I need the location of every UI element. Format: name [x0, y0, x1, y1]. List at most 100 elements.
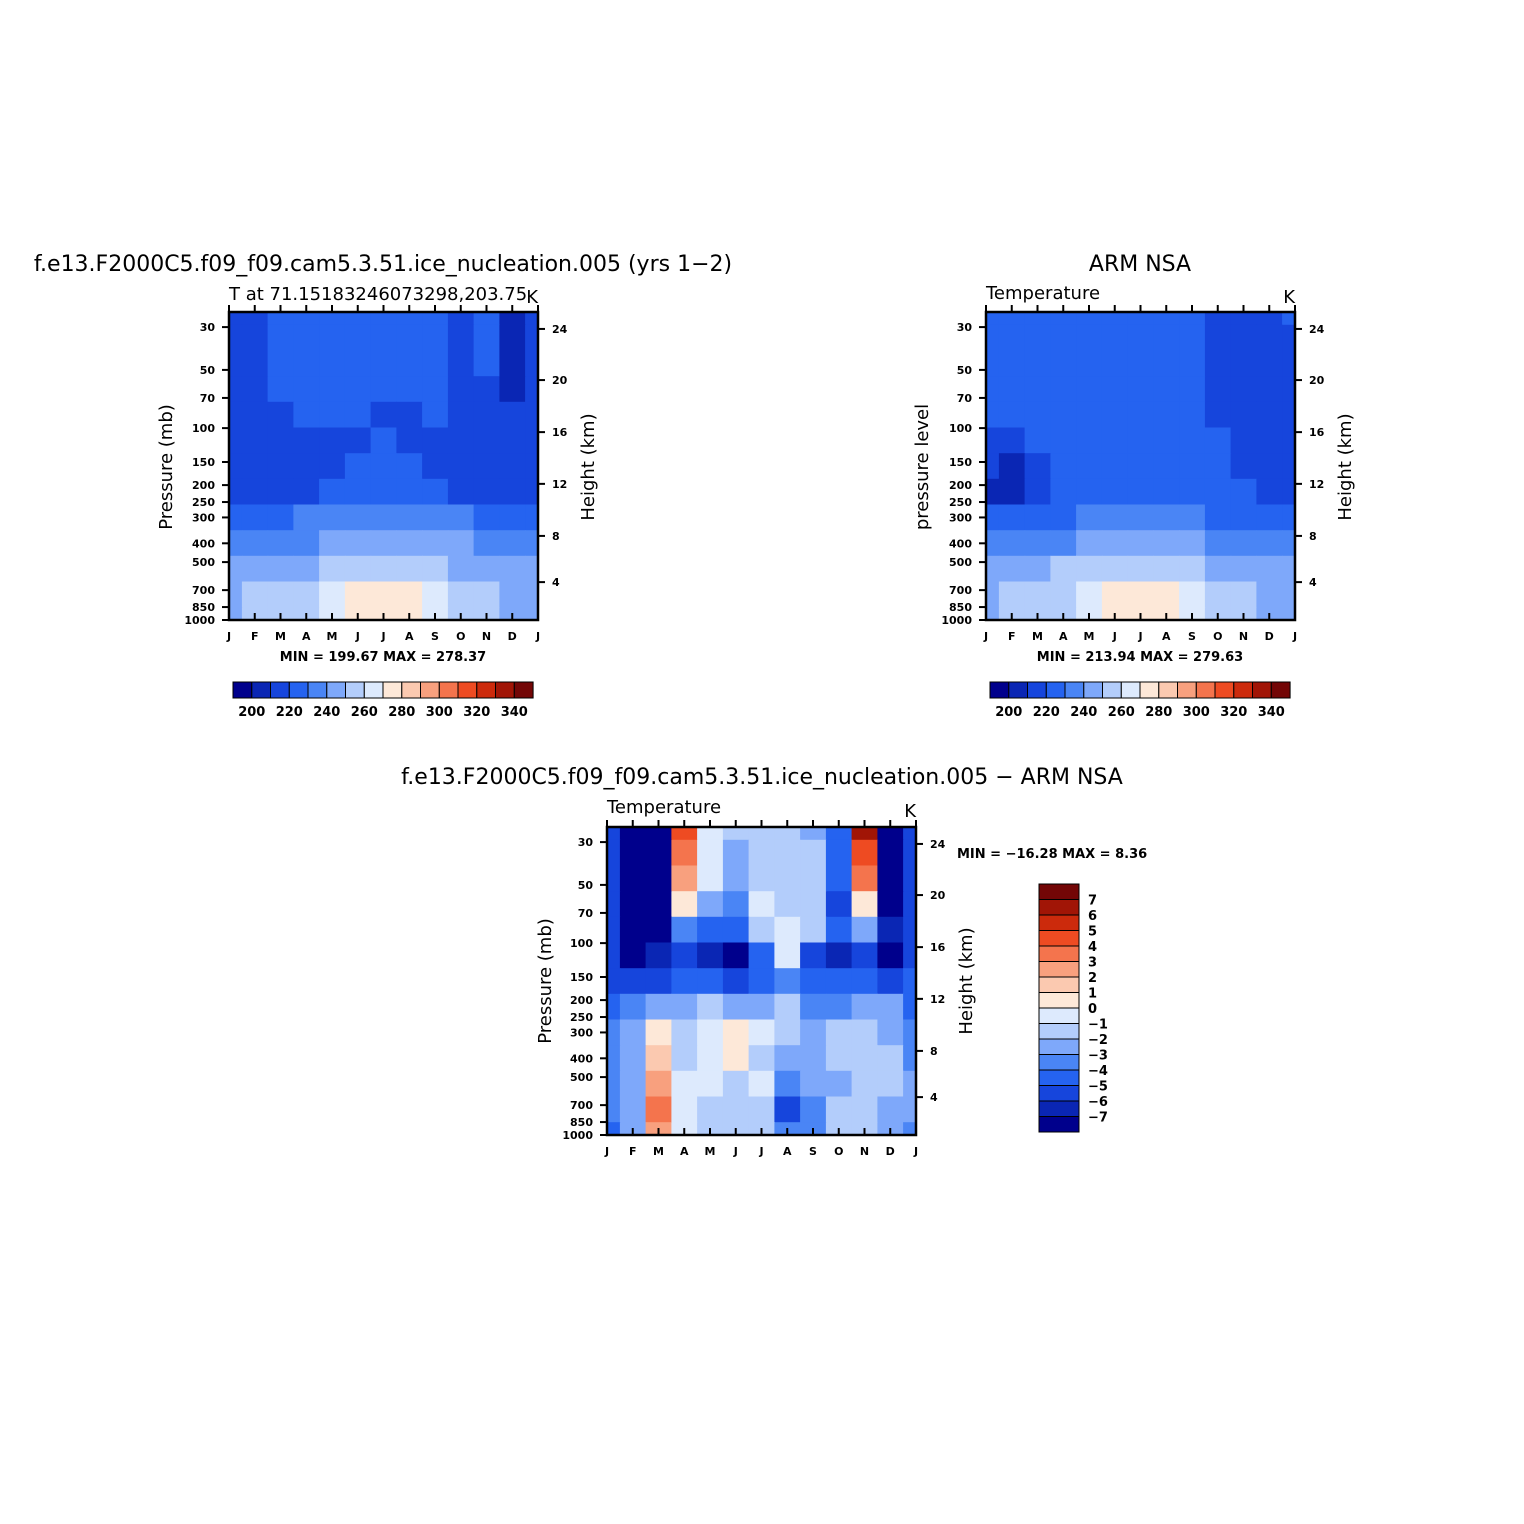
model-colorbar-label: 260 — [351, 705, 378, 720]
diff-cell — [748, 1096, 775, 1123]
obs-cell — [1024, 581, 1051, 608]
model-cell — [241, 581, 269, 608]
model-ytick-label: 700 — [192, 584, 215, 597]
obs-cell — [1153, 453, 1180, 480]
model-cell — [319, 453, 346, 480]
model-cell — [370, 504, 397, 531]
obs-colorbar-box — [1102, 681, 1122, 699]
model-ytick-right-label: 8 — [552, 530, 560, 543]
diff-cell — [903, 968, 917, 995]
diff-cell — [825, 1096, 853, 1123]
diff-ytick-label: 250 — [570, 1011, 593, 1024]
model-cell — [344, 376, 372, 403]
model-xtick-label: S — [431, 630, 439, 643]
model-cell — [447, 504, 475, 531]
model-ytick-label: 1000 — [184, 614, 215, 627]
obs-cell — [1076, 504, 1103, 531]
obs-plot-area: J F M A M J J A S O N D J 30 50 70 100 150 200 250 300 400 500… — [941, 305, 1325, 643]
diff-cell — [645, 1045, 672, 1072]
diff-colorbar-box — [1038, 1007, 1080, 1024]
model-cell — [396, 555, 423, 583]
obs-xtick-label: J — [1137, 630, 1142, 643]
diff-cell — [903, 942, 917, 969]
diff-plot-area: J F M A M J J A S O N D J 30 50 70 100 150 200 250 300 400 500… — [562, 820, 946, 1158]
model-cell — [370, 401, 397, 429]
diff-cell — [619, 839, 647, 867]
diff-cell — [722, 1070, 750, 1098]
diff-cell — [645, 1070, 672, 1098]
obs-ytick-label: 850 — [949, 601, 972, 614]
diff-cell — [800, 993, 827, 1021]
obs-cell — [1050, 324, 1077, 352]
model-colorbar-box — [288, 681, 309, 699]
model-cell — [473, 350, 500, 377]
obs-cell — [1050, 555, 1077, 583]
diff-colorbar-label: −6 — [1088, 1095, 1108, 1110]
obs-cell — [1179, 401, 1206, 429]
model-cell — [447, 401, 475, 429]
diff-cell — [748, 1070, 775, 1098]
diff-cell — [825, 968, 853, 995]
obs-cell — [986, 530, 1000, 557]
diff-cell — [645, 1096, 672, 1123]
obs-cell — [1050, 581, 1077, 608]
model-cell — [370, 453, 397, 480]
obs-cell — [1024, 504, 1051, 531]
model-ytick-label: 400 — [192, 537, 215, 550]
diff-cell — [645, 839, 672, 867]
model-cell — [319, 376, 346, 403]
obs-units: K — [1283, 287, 1296, 308]
diff-colorbar-box — [1038, 976, 1080, 993]
diff-colorbar-label: −5 — [1088, 1080, 1108, 1095]
diff-cell — [825, 942, 853, 969]
model-cell — [370, 324, 397, 352]
obs-cell — [1282, 376, 1296, 403]
model-ytick-right-label: 12 — [552, 478, 567, 491]
obs-cell — [1282, 555, 1296, 583]
model-cell — [267, 478, 294, 506]
model-ytick-label: 70 — [200, 392, 216, 405]
obs-cell — [998, 376, 1026, 403]
obs-title: ARM NSA — [1089, 252, 1191, 277]
obs-cell — [1204, 427, 1232, 454]
obs-cell — [1127, 453, 1154, 480]
diff-cell — [671, 1045, 698, 1072]
model-cell — [293, 555, 320, 583]
obs-cell — [1256, 312, 1283, 326]
model-cell — [241, 324, 269, 352]
diff-cell — [903, 865, 917, 892]
diff-cell — [877, 839, 904, 867]
diff-cell — [748, 1045, 775, 1072]
model-cell — [525, 555, 539, 583]
obs-cell — [1204, 581, 1232, 608]
obs-colorbar-box — [1252, 681, 1272, 699]
diff-colorbar-box — [1038, 1100, 1080, 1117]
model-cell — [525, 350, 539, 377]
model-cell — [344, 555, 372, 583]
obs-cell — [1282, 607, 1296, 621]
diff-cell — [903, 1019, 917, 1046]
model-cell — [241, 427, 269, 454]
model-cell — [525, 324, 539, 352]
model-cell — [422, 504, 449, 531]
obs-cell — [986, 504, 1000, 531]
obs-cell — [1024, 453, 1051, 480]
obs-cell — [1282, 350, 1296, 377]
diff-colorbar-label: 1 — [1088, 987, 1097, 1002]
diff-colorbar-label: 4 — [1088, 940, 1097, 955]
diff-cell — [748, 942, 775, 969]
obs-cell — [1101, 504, 1129, 531]
model-ytick-right-label: 20 — [552, 374, 568, 387]
diff-ytick-label: 30 — [578, 836, 594, 849]
model-cell — [473, 504, 500, 531]
model-cell — [267, 530, 294, 557]
model-cell — [319, 555, 346, 583]
diff-cell — [825, 839, 853, 867]
model-cell — [229, 376, 243, 403]
diff-cell — [722, 839, 750, 867]
diff-cell — [722, 1019, 750, 1046]
diff-cell — [851, 968, 878, 995]
obs-cell — [1050, 530, 1077, 557]
model-cell — [422, 427, 449, 454]
model-cell — [267, 453, 294, 480]
